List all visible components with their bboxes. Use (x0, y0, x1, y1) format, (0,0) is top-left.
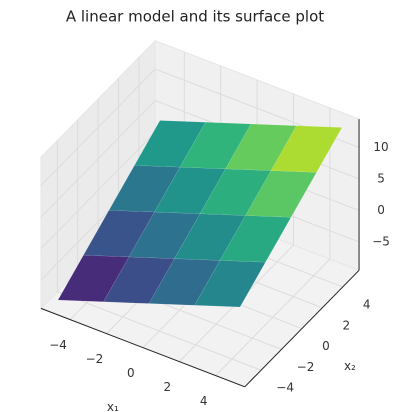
grid-line (40, 100, 156, 218)
y-tick-label: −4 (276, 381, 294, 395)
x-axis-label: x₁ (107, 400, 119, 412)
x-tick-label: 2 (163, 380, 171, 394)
chart-title: A linear model and its surface plot (66, 8, 324, 26)
y-tick-label: 2 (342, 318, 350, 332)
surface-patch (270, 125, 343, 173)
z-tick-label: 10 (373, 140, 388, 154)
x-tick-label: 4 (200, 394, 208, 408)
grid-line (40, 68, 156, 186)
y-tick-label: 4 (363, 297, 371, 311)
axis-line (244, 269, 360, 388)
x-tick-label: 0 (127, 366, 135, 380)
axis-line (40, 307, 245, 388)
grid-line (57, 291, 262, 371)
y-axis-label: x₂ (344, 359, 356, 373)
y-tick-label: −2 (297, 360, 315, 374)
x-tick-label: −4 (49, 338, 67, 352)
z-tick-label: 0 (377, 203, 385, 217)
y-tick-label: 0 (322, 339, 330, 353)
z-tick-label: 5 (377, 171, 385, 185)
z-tick-label: −5 (372, 234, 390, 248)
grid-line (40, 131, 156, 249)
x-tick-label: −2 (86, 352, 104, 366)
